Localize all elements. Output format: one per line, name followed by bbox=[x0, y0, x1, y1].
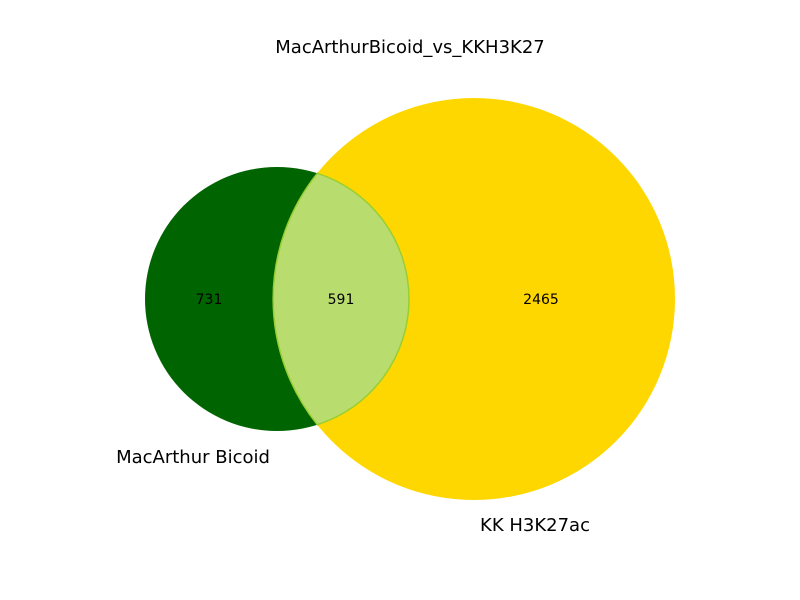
set-b-only-count: 2465 bbox=[523, 292, 559, 308]
intersection-count: 591 bbox=[328, 292, 355, 308]
set-b-label: KK H3K27ac bbox=[480, 515, 590, 536]
intersection-outline bbox=[272, 172, 410, 426]
set-b-circle bbox=[273, 98, 675, 500]
diagram-title: MacArthurBicoid_vs_KKH3K27 bbox=[275, 37, 544, 58]
set-a-label: MacArthur Bicoid bbox=[116, 447, 270, 468]
set-a-only-count: 731 bbox=[196, 292, 223, 308]
